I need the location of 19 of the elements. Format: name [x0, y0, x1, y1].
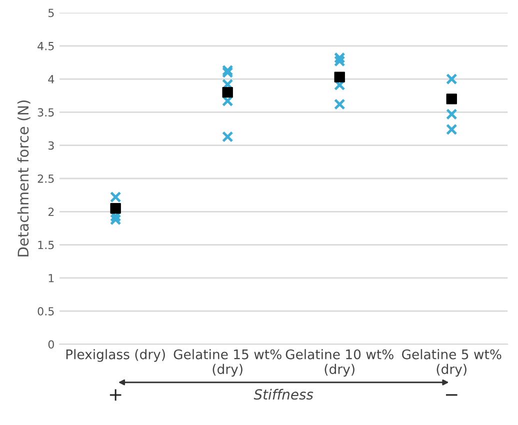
text: −	[446, 394, 458, 396]
y-tick-label: 2	[48, 208, 54, 216]
y-tick-label: 2.5	[38, 174, 54, 183]
y-axis-title: Detachment force (N)	[17, 100, 30, 256]
y-tick-label: 1.5	[38, 240, 54, 250]
y-tick-label: 1	[48, 274, 54, 282]
x-tick-label: Gelatine 10 wt% (dry)	[286, 349, 394, 377]
x-tick-label: Gelatine 15 wt% (dry)	[174, 349, 282, 377]
y-tick-label: 5	[48, 8, 54, 18]
y-tick-label: 4.5	[38, 42, 54, 50]
y-tick-label: 3	[48, 141, 54, 150]
y-tick-label: 3.5	[38, 108, 54, 117]
x-tick-label: Plexiglass (dry)	[66, 349, 165, 362]
y-tick-label: 0.5	[38, 307, 54, 316]
text: Stiffness	[254, 388, 314, 400]
y-tick-label: 4	[48, 75, 54, 84]
x-tick-label: Gelatine 5 wt% (dry)	[402, 349, 502, 377]
y-tick-label: 0	[48, 340, 54, 349]
text: +	[110, 389, 122, 401]
